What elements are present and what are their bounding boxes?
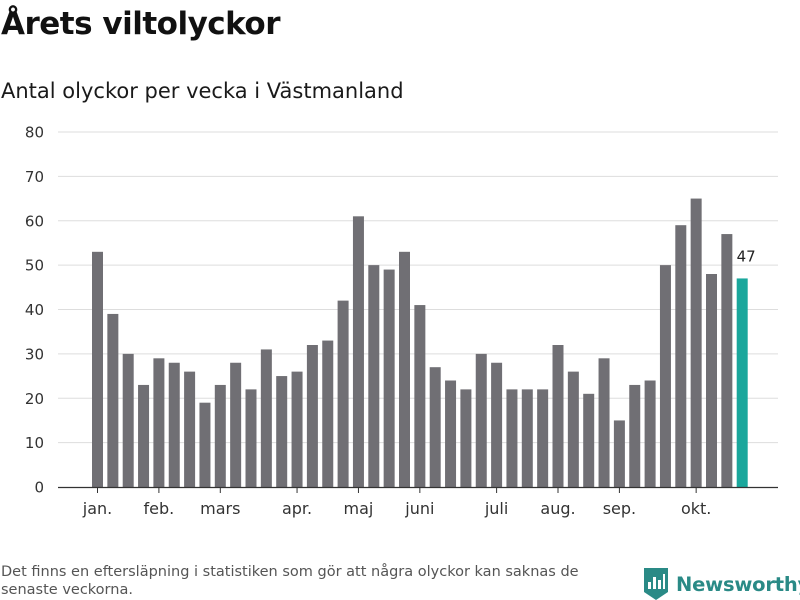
x-tick-label: aug.: [540, 499, 575, 518]
data-labels: 47: [735, 246, 757, 267]
bar: [291, 371, 303, 487]
chart-subtitle: Antal olyckor per vecka i Västmanland: [1, 79, 404, 103]
y-tick-label: 20: [25, 390, 44, 408]
bar: [644, 380, 656, 487]
y-tick-label: 0: [34, 479, 44, 497]
data-label: 47: [737, 247, 756, 265]
bar: [690, 198, 702, 487]
bar: [168, 362, 180, 487]
newsworthy-logo-icon: [644, 568, 668, 600]
x-tick-label: jan.: [82, 499, 112, 518]
bar: [138, 384, 150, 487]
bar: [537, 389, 549, 487]
bar: [521, 389, 533, 487]
y-tick-label: 10: [25, 434, 44, 452]
bar: [475, 353, 487, 487]
bar: [552, 345, 564, 487]
x-tick-label: maj: [344, 499, 374, 518]
bar-highlight: [736, 278, 748, 487]
bar: [506, 389, 518, 487]
footnote: Det finns en eftersläpning i statistiken…: [1, 564, 579, 598]
bar: [122, 353, 134, 487]
y-tick-label: 70: [25, 168, 44, 186]
bar: [306, 345, 318, 487]
bar: [659, 265, 671, 487]
bar: [675, 225, 687, 487]
bar: [368, 265, 380, 487]
y-tick-label: 60: [25, 212, 44, 230]
bar: [245, 389, 257, 487]
bar: [491, 362, 503, 487]
chart-title: Årets viltolyckor: [1, 6, 281, 42]
x-tick-label: okt.: [681, 499, 711, 518]
x-tick-label: sep.: [603, 499, 636, 518]
x-tick-label: apr.: [282, 499, 312, 518]
bar: [598, 358, 610, 487]
y-tick-label: 80: [25, 124, 44, 142]
x-axis: jan. feb. mars apr. maj juni juli aug. sep. okt.: [82, 488, 711, 518]
bar: [276, 376, 288, 487]
bar: [399, 251, 410, 487]
bar: [230, 362, 242, 487]
bar: [445, 380, 457, 487]
brand-logo[interactable]: Newsworthy: [644, 568, 800, 600]
bar: [107, 313, 119, 487]
bar: [153, 358, 165, 487]
y-tick-label: 30: [25, 345, 44, 363]
bar: [92, 251, 103, 487]
bar-chart: 0 10 20 30 40 50 60 70 80 jan. feb. mars apr. maj jun…: [25, 124, 778, 518]
bar: [706, 274, 717, 487]
bar: [260, 349, 272, 487]
y-tick-label: 40: [25, 301, 44, 319]
bar: [429, 367, 441, 487]
x-tick-label: mars: [200, 499, 240, 518]
bar: [583, 393, 595, 487]
bar: [322, 340, 334, 487]
bar: [214, 384, 226, 487]
y-axis: 0 10 20 30 40 50 60 70 80: [25, 124, 44, 497]
bar: [613, 420, 625, 487]
x-tick-label: juni: [404, 499, 434, 518]
bar: [629, 384, 641, 487]
y-tick-label: 50: [25, 257, 44, 275]
bar: [567, 371, 579, 487]
bar: [352, 216, 364, 487]
bars: [92, 198, 748, 487]
bar: [414, 305, 426, 487]
x-tick-label: juli: [484, 499, 508, 518]
bar: [199, 402, 211, 487]
bar: [383, 269, 395, 487]
bar: [184, 371, 196, 487]
bar: [337, 300, 349, 487]
brand-name: Newsworthy: [676, 572, 800, 596]
x-tick-label: feb.: [144, 499, 175, 518]
bar: [721, 234, 733, 487]
bar: [460, 389, 472, 487]
